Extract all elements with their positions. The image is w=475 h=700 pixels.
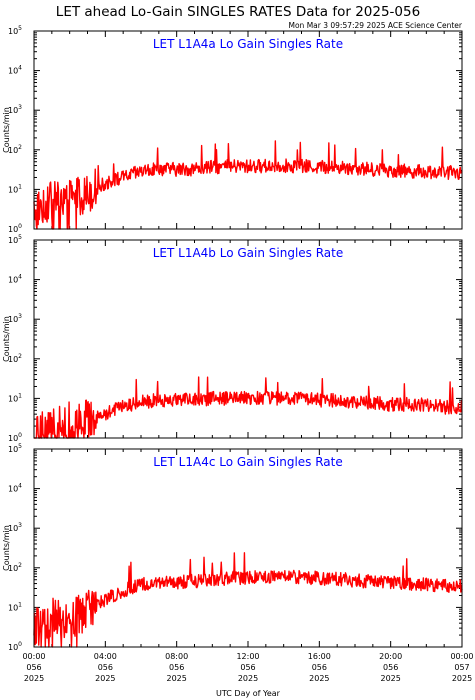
x-tick-label-time: 08:00: [165, 652, 188, 661]
y-tick-label: 100: [8, 641, 22, 652]
x-tick-label-time: 04:00: [94, 652, 117, 661]
plot-frame: [33, 239, 463, 439]
y-tick-label: 100: [8, 432, 22, 443]
x-tick-label-time: 20:00: [379, 652, 402, 661]
x-tick-label-time: 00:00: [22, 652, 45, 661]
y-tick-exponent: 0: [18, 641, 22, 648]
x-tick-label-day: 056: [98, 663, 113, 672]
y-tick-exponent: 0: [18, 432, 22, 439]
panel-title: LET L1A4a Lo Gain Singles Rate: [153, 37, 343, 51]
y-tick-label: 102: [8, 562, 22, 573]
x-axis: 00:00 056 2025 04:00 056 2025 08:00 056 2025 12:0…: [22, 652, 473, 683]
x-tick-label-year: 2025: [380, 674, 400, 683]
x-tick-label-time: 16:00: [308, 652, 331, 661]
x-tick-label-year: 2025: [309, 674, 329, 683]
x-tick-label-day: 056: [312, 663, 327, 672]
y-tick-label: 103: [8, 522, 22, 533]
y-tick-exponent: 5: [18, 234, 22, 241]
y-tick-exponent: 1: [18, 601, 22, 608]
y-tick-label: 102: [8, 144, 22, 155]
series-line: [33, 552, 463, 648]
y-tick-label: 100: [8, 223, 22, 234]
y-axis-label: Counts/min: [2, 107, 11, 153]
y-tick-exponent: 3: [18, 522, 22, 529]
series-line: [33, 376, 463, 439]
x-tick-label-time: 00:00: [450, 652, 473, 661]
y-tick-label: 102: [8, 353, 22, 364]
panel-title: LET L1A4b Lo Gain Singles Rate: [153, 246, 344, 260]
y-tick-label: 103: [8, 104, 22, 115]
y-tick-exponent: 5: [18, 443, 22, 450]
y-tick-exponent: 4: [18, 483, 22, 490]
y-tick-exponent: 0: [18, 223, 22, 230]
y-tick-exponent: 1: [18, 392, 22, 399]
y-tick-exponent: 4: [18, 274, 22, 281]
x-tick-label-year: 2025: [24, 674, 44, 683]
y-tick-exponent: 3: [18, 313, 22, 320]
y-tick-label: 104: [8, 483, 22, 494]
y-tick-label: 105: [8, 234, 22, 245]
timestamp: Mon Mar 3 09:57:29 2025 ACE Science Cent…: [289, 21, 463, 30]
panel-title: LET L1A4c Lo Gain Singles Rate: [153, 455, 343, 469]
y-axis-label: Counts/min: [2, 525, 11, 571]
y-tick-label: 104: [8, 274, 22, 285]
x-tick-label-year: 2025: [95, 674, 115, 683]
y-tick-exponent: 2: [18, 353, 22, 360]
y-tick-label: 105: [8, 443, 22, 454]
y-tick-exponent: 3: [18, 104, 22, 111]
x-tick-label-day: 056: [383, 663, 398, 672]
x-axis-label: UTC Day of Year: [216, 689, 281, 698]
y-tick-exponent: 5: [18, 25, 22, 32]
x-tick-label-year: 2025: [238, 674, 258, 683]
y-tick-exponent: 4: [18, 65, 22, 72]
y-tick-label: 105: [8, 25, 22, 36]
y-tick-exponent: 1: [18, 183, 22, 190]
y-axis-label: Counts/min: [2, 316, 11, 362]
y-tick-label: 101: [8, 392, 22, 403]
plot-frame: [33, 448, 463, 648]
plot-frame: [33, 30, 463, 230]
x-tick-label-year: 2025: [452, 674, 472, 683]
y-tick-label: 101: [8, 183, 22, 194]
x-tick-label-day: 056: [169, 663, 184, 672]
y-tick-exponent: 2: [18, 144, 22, 151]
y-tick-exponent: 2: [18, 562, 22, 569]
x-tick-label-day: 056: [26, 663, 41, 672]
y-tick-label: 101: [8, 601, 22, 612]
x-tick-label-day: 057: [454, 663, 469, 672]
y-tick-label: 103: [8, 313, 22, 324]
x-tick-label-year: 2025: [166, 674, 186, 683]
x-tick-label-time: 12:00: [236, 652, 259, 661]
series-line: [33, 140, 463, 230]
figure-title: LET ahead Lo-Gain SINGLES RATES Data for…: [56, 4, 420, 20]
x-tick-label-day: 056: [240, 663, 255, 672]
y-tick-label: 104: [8, 65, 22, 76]
